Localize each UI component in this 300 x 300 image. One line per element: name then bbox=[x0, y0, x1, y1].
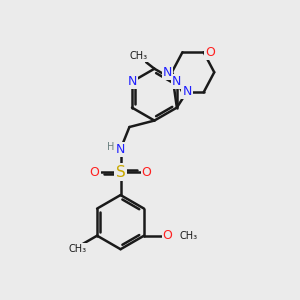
Text: O: O bbox=[142, 166, 152, 178]
Text: CH₃: CH₃ bbox=[179, 231, 197, 241]
Text: CH₃: CH₃ bbox=[129, 51, 147, 62]
Text: CH₃: CH₃ bbox=[69, 244, 87, 254]
Text: O: O bbox=[90, 166, 100, 178]
Text: N: N bbox=[182, 85, 192, 98]
Text: H: H bbox=[107, 142, 115, 152]
Text: N: N bbox=[127, 75, 137, 88]
Text: N: N bbox=[172, 75, 182, 88]
Text: S: S bbox=[116, 165, 125, 180]
Text: O: O bbox=[163, 229, 172, 242]
Text: N: N bbox=[116, 142, 125, 156]
Text: N: N bbox=[163, 66, 172, 79]
Text: O: O bbox=[205, 46, 215, 59]
